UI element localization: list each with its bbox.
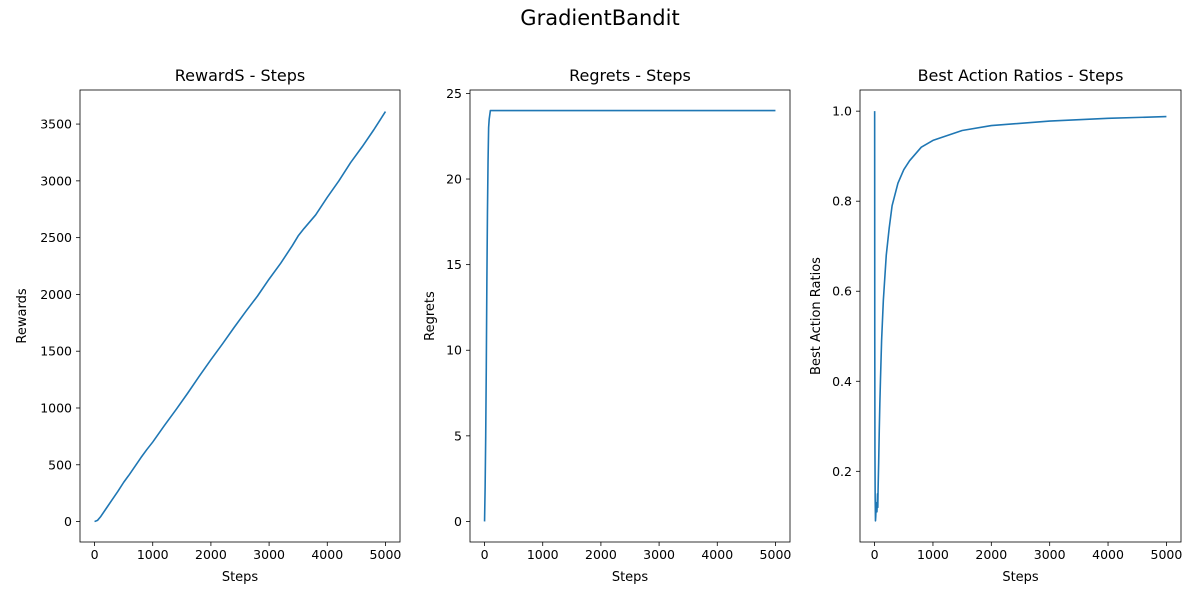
y-tick-label: 0.6 [832,284,852,299]
x-axis-label: Steps [612,570,649,585]
y-tick-label: 0.4 [832,374,852,389]
series-line [94,111,387,523]
y-tick-label: 1000 [40,400,72,415]
axes-frame [859,89,1182,543]
x-tick-label: 2000 [975,547,1007,562]
x-tick-label: 5000 [370,547,402,562]
subplot-title: Regrets - Steps [569,66,691,85]
y-axis-label: Rewards [15,288,30,343]
x-tick-label: 1000 [917,547,949,562]
y-axis-label: Regrets [423,291,438,341]
y-tick-label: 15 [446,257,462,272]
x-axis-label: Steps [222,570,259,585]
y-tick-label: 1.0 [832,104,852,119]
x-tick-label: 0 [481,547,489,562]
y-tick-label: 3500 [40,117,72,132]
x-axis-label: Steps [1002,570,1039,585]
y-tick-label: 0 [64,514,72,529]
y-tick-label: 3000 [40,173,72,188]
subplot-2: 0 1000 2000 3000 4000 5000 0 5 10 15 20 25 Regrets -… [423,66,791,585]
y-tick-label: 2000 [40,287,72,302]
x-tick-label: 0 [871,547,879,562]
y-tick-label: 0.2 [832,464,852,479]
y-tick-label: 0.8 [832,194,852,209]
x-tick-label: 0 [91,547,99,562]
subplot-title: RewardS - Steps [175,66,305,85]
series-line [483,109,776,522]
y-axis-label: Best Action Ratios [809,257,824,375]
figure-title: GradientBandit [520,6,680,30]
subplot-1: 0 1000 2000 3000 4000 5000 0 500 1000 1500 2000 250… [15,66,401,585]
subplot-3: 0 1000 2000 3000 4000 5000 0.2 0.4 0.6 0.8 1.0 Best… [809,66,1182,585]
y-tick-label: 5 [454,428,462,443]
x-tick-label: 2000 [585,547,617,562]
x-tick-label: 4000 [311,547,343,562]
x-tick-label: 2000 [195,547,227,562]
subplot-title: Best Action Ratios - Steps [918,66,1124,85]
y-tick-label: 25 [446,86,462,101]
x-tick-label: 1000 [527,547,559,562]
y-tick-label: 20 [446,172,462,187]
x-tick-label: 4000 [701,547,733,562]
axes-frame [469,89,791,543]
y-tick-label: 1500 [40,344,72,359]
axes-frame [79,89,401,543]
y-tick-label: 2500 [40,230,72,245]
y-tick-label: 0 [454,514,462,529]
x-tick-label: 3000 [643,547,675,562]
x-tick-label: 4000 [1092,547,1124,562]
y-tick-label: 500 [48,457,72,472]
x-tick-label: 1000 [137,547,169,562]
x-tick-label: 5000 [1151,547,1183,562]
x-tick-label: 3000 [1034,547,1066,562]
y-tick-label: 10 [446,343,462,358]
x-tick-label: 3000 [253,547,285,562]
x-tick-label: 5000 [760,547,792,562]
series-line [873,111,1167,522]
